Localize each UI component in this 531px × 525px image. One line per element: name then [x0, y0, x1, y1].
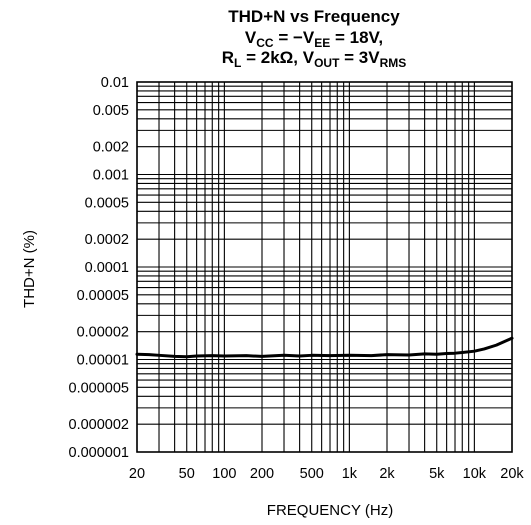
title-text-part: = −V: [274, 28, 315, 47]
y-tick-labels: 0.01 0.005 0.002 0.001 0.0005 0.0002 0.0001 0.0…: [69, 75, 129, 461]
y-tick-label: 0.0002: [85, 232, 129, 248]
series-lines: [135, 336, 514, 359]
title-line-1: THD+N vs Frequency: [228, 7, 400, 26]
title-text-part: R: [222, 48, 234, 67]
title-subscript: RMS: [380, 56, 407, 70]
y-tick-label: 0.00001: [77, 353, 129, 369]
y-tick-label: 0.00002: [77, 325, 129, 341]
x-tick-label: 100: [212, 466, 236, 482]
x-axis-label: FREQUENCY (Hz): [267, 502, 393, 519]
y-tick-label: 0.000005: [69, 380, 129, 396]
title-text-part: THD+N vs Frequency: [228, 7, 400, 26]
series-line-1: [135, 336, 514, 359]
y-tick-label: 0.01: [101, 75, 129, 91]
title-subscript: L: [234, 56, 241, 70]
y-tick-label: 0.00005: [77, 288, 129, 304]
x-tick-label: 20: [129, 466, 145, 482]
title-subscript: CC: [256, 36, 274, 50]
y-tick-label: 0.002: [93, 140, 129, 156]
y-axis-label: THD+N (%): [21, 230, 38, 308]
y-tick-label: 0.005: [93, 103, 129, 119]
x-tick-label: 50: [179, 466, 195, 482]
x-tick-label: 200: [250, 466, 274, 482]
x-tick-label: 5k: [429, 466, 445, 482]
plot-frame: [136, 81, 513, 453]
x-tick-label: 2k: [379, 466, 395, 482]
y-tick-label: 0.000002: [69, 417, 129, 433]
title-line-2: VCC = −VEE = 18V,: [245, 28, 383, 50]
x-tick-label: 20k: [500, 466, 524, 482]
title-text-part: = 2kΩ, V: [241, 48, 314, 67]
x-tick-label: 10k: [463, 466, 487, 482]
title-subscript: EE: [314, 36, 330, 50]
x-tick-label: 500: [300, 466, 324, 482]
y-tick-label: 0.0005: [85, 195, 129, 211]
y-tick-label: 0.000001: [69, 445, 129, 461]
title-text-part: = 3V: [339, 48, 380, 67]
plot-border: [136, 81, 513, 453]
title-text-part: = 18V,: [330, 28, 383, 47]
grid-lines: [136, 81, 513, 453]
title-subscript: OUT: [314, 56, 340, 70]
title-text-part: V: [245, 28, 257, 47]
y-tick-label: 0.001: [93, 168, 129, 184]
y-tick-label: 0.0001: [85, 260, 129, 276]
title-line-3: RL = 2kΩ, VOUT = 3VRMS: [222, 48, 407, 70]
x-tick-label: 1k: [342, 466, 358, 482]
x-tick-labels: 20 50 100 200 500 1k 2k 5k 10k 20k: [129, 466, 525, 482]
